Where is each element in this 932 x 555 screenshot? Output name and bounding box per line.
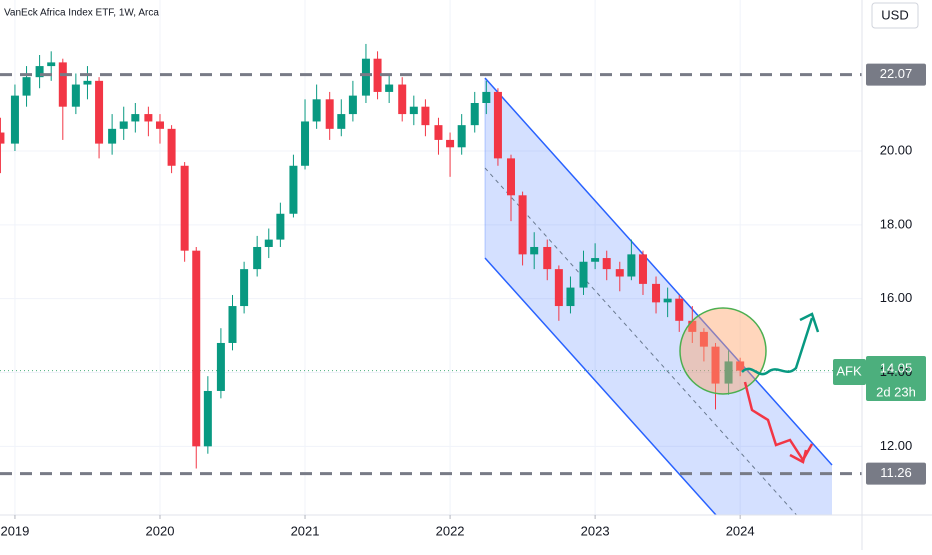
candle-body	[398, 84, 407, 115]
price-tag	[866, 356, 926, 401]
chart-title: VanEck Africa Index ETF, 1W, Arca	[4, 8, 159, 19]
candle-body	[47, 62, 56, 67]
candle-body	[10, 95, 19, 144]
candle-body	[470, 103, 479, 126]
candle-body	[95, 80, 104, 144]
candle-body	[518, 195, 527, 255]
candle-body	[373, 58, 382, 92]
channel-mid	[484, 167, 798, 515]
candle-body	[312, 99, 321, 122]
candle-body	[144, 114, 153, 122]
y-tick-label: 12.00	[880, 438, 913, 453]
candle-body	[83, 80, 92, 85]
candle-body	[240, 269, 249, 307]
candle-body	[203, 390, 212, 447]
candle-body	[253, 246, 262, 270]
candle-body	[724, 361, 733, 384]
candle-body	[554, 269, 563, 307]
candle-body	[228, 306, 237, 343]
candle-body	[385, 84, 394, 92]
candle-body	[579, 261, 588, 288]
currency-box[interactable]	[871, 2, 919, 29]
candle-body	[264, 239, 273, 247]
candle-body	[602, 258, 611, 270]
y-tick-label: 20.00	[880, 142, 913, 157]
candle-body	[627, 254, 636, 277]
level-label: 22.07	[880, 66, 913, 81]
candle-body	[276, 213, 285, 240]
candle-body	[180, 165, 189, 251]
candle-body	[421, 106, 430, 126]
candle-body	[543, 246, 552, 270]
candle-body	[131, 114, 140, 122]
candle-body	[216, 342, 225, 391]
y-tick-label: 18.00	[880, 216, 913, 231]
y-tick-label: 16.00	[880, 290, 913, 305]
candle-body	[506, 158, 515, 196]
candle-body	[652, 283, 661, 303]
bull-arrow	[741, 317, 814, 376]
y-tick-label: 14.00	[880, 364, 913, 379]
candle-body	[663, 298, 672, 303]
candle-body	[289, 165, 298, 214]
candle-body	[108, 128, 117, 144]
candle-body	[71, 84, 80, 107]
candle-body	[566, 287, 575, 307]
candle-body	[0, 132, 5, 144]
candle-body	[155, 121, 164, 129]
candle-body	[192, 250, 201, 447]
candle-body	[361, 58, 370, 96]
candle-body	[409, 106, 418, 115]
countdown: 2d 23h	[876, 384, 916, 399]
candle-body	[711, 346, 720, 384]
candle-body	[434, 125, 443, 140]
level-tag	[866, 63, 926, 86]
candle-body	[446, 139, 455, 148]
candle-body	[301, 121, 310, 166]
candle-body	[325, 99, 334, 129]
candle-body	[337, 114, 346, 129]
candle-body	[58, 62, 67, 107]
candle-body	[675, 298, 684, 321]
channel	[484, 77, 833, 515]
level-tag	[866, 462, 926, 485]
channel-upper	[484, 77, 833, 466]
x-tick-label: 2020	[146, 523, 175, 538]
x-tick-label: 2019	[0, 523, 29, 538]
level-label: 11.26	[880, 465, 912, 480]
annotations	[679, 307, 820, 464]
candle-body	[22, 77, 31, 96]
bear-arrow-head	[789, 449, 808, 464]
channel-lower	[484, 257, 717, 515]
candle-body	[35, 66, 44, 78]
candle-body	[591, 258, 600, 262]
candle-body	[348, 95, 357, 115]
candle-body	[615, 269, 624, 277]
bull-arrow-head	[799, 312, 820, 333]
levels: 22.07 11.26	[0, 63, 926, 485]
symbol: AFK	[836, 363, 862, 378]
candle-body	[530, 246, 539, 255]
candle-body	[119, 121, 128, 129]
candle-body	[688, 320, 697, 332]
candle-body	[167, 128, 176, 166]
last-price: 14.05	[880, 360, 913, 375]
candle-body	[493, 91, 502, 159]
candles	[0, 43, 745, 469]
x-tick-label: 2024	[726, 523, 755, 538]
x-tick-label: 2023	[581, 523, 610, 538]
candle-body	[638, 254, 647, 284]
x-tick-label: 2021	[291, 523, 320, 538]
highlight-circle	[679, 307, 767, 395]
candle-body	[482, 91, 491, 103]
x-tick-label: 2022	[436, 523, 465, 538]
candle-body	[457, 125, 466, 148]
candle-body	[699, 331, 708, 347]
candle-body	[736, 361, 745, 371]
symbol-tag	[833, 359, 866, 385]
currency[interactable]: USD	[881, 7, 908, 22]
